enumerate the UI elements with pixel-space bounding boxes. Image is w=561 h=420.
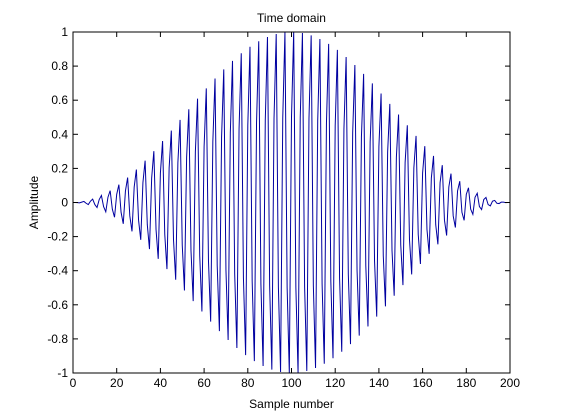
x-tick-label: 100	[281, 376, 301, 390]
x-tick-label: 0	[70, 376, 77, 390]
x-tick-label: 40	[154, 376, 168, 390]
x-tick-label: 160	[413, 376, 433, 390]
y-axis-label: Amplitude	[27, 176, 41, 230]
y-tick-label: -1	[57, 366, 68, 380]
x-axis-label: Sample number	[249, 397, 334, 411]
series-line	[72, 32, 511, 373]
x-tick-label: 140	[369, 376, 389, 390]
y-tick-label: 1	[61, 25, 68, 39]
x-tick-label: 80	[241, 376, 255, 390]
chart-title: Time domain	[257, 11, 326, 25]
y-tick-label: -0.6	[47, 298, 68, 312]
y-axis-ticks: -1 -0.8 -0.6 -0.4 -0.2 0 0.2 0.4 0.6 0.8 1	[47, 25, 510, 380]
series-layer	[72, 32, 511, 373]
x-tick-label: 60	[197, 376, 211, 390]
y-tick-label: -0.8	[47, 332, 68, 346]
y-tick-label: 0	[61, 196, 68, 210]
y-tick-label: 0.2	[51, 161, 68, 175]
y-tick-label: 0.8	[51, 59, 68, 73]
x-tick-label: 120	[325, 376, 345, 390]
x-tick-label: 20	[110, 376, 124, 390]
x-tick-label: 200	[500, 376, 520, 390]
y-tick-label: 0.6	[51, 93, 68, 107]
y-tick-label: -0.2	[47, 230, 68, 244]
plot-area-background	[73, 32, 510, 373]
y-tick-label: -0.4	[47, 264, 68, 278]
y-tick-label: 0.4	[51, 127, 68, 141]
x-tick-label: 180	[456, 376, 476, 390]
x-axis-ticks: 0 20 40 60 80 100 120 140 160 180 200	[70, 32, 520, 390]
